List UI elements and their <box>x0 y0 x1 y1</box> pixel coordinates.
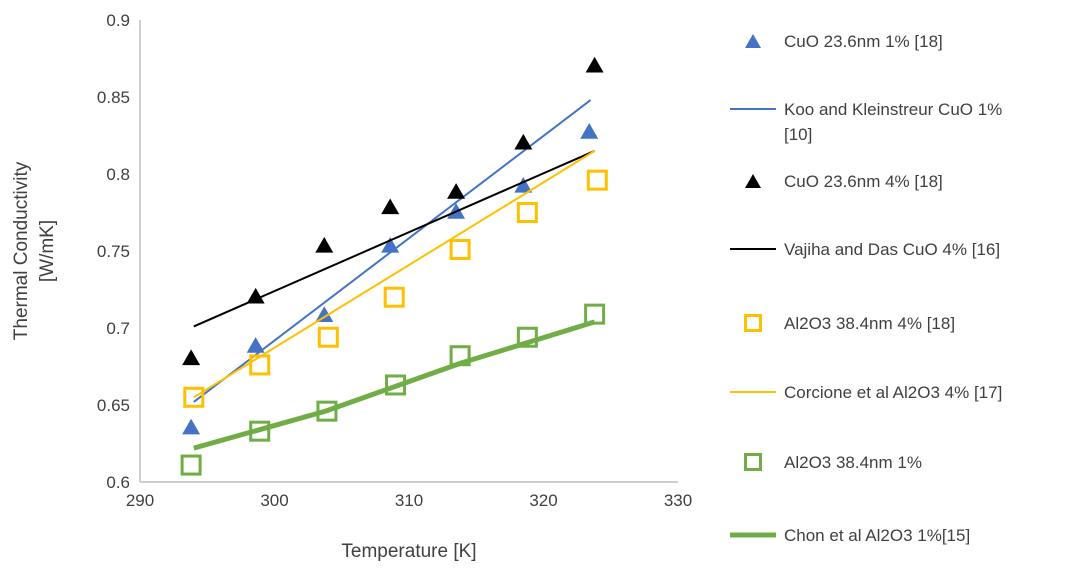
series-line <box>193 149 596 328</box>
legend-label: Al2O3 38.4nm 4% [18] <box>784 314 955 333</box>
legend-triangle-swatch <box>745 174 761 188</box>
data-point-triangle <box>381 198 400 215</box>
x-tick-label: 330 <box>664 491 692 510</box>
legend-label: [10] <box>784 125 812 144</box>
y-tick-label: 0.7 <box>106 319 130 338</box>
legend-item-6: Corcione et al Al2O3 4% [17] <box>730 383 1002 402</box>
data-point-square <box>383 286 405 308</box>
data-point-triangle <box>246 337 265 353</box>
series-3 <box>182 56 604 366</box>
x-tick-label: 310 <box>395 491 423 510</box>
y-axis-title-line-2: [W/mK] <box>37 220 58 282</box>
series-5 <box>183 169 608 408</box>
legend-item-7: Al2O3 38.4nm 1% <box>744 453 922 472</box>
data-point-square <box>183 386 205 408</box>
data-point-square <box>180 454 202 476</box>
y-axis-title-line-1: Thermal Conductivity <box>11 161 32 340</box>
y-tick-label: 0.9 <box>106 11 130 30</box>
x-tick-label: 300 <box>260 491 288 510</box>
y-axis-title: Thermal Conductivity [W/mK] <box>11 161 58 340</box>
y-tick-label: 0.75 <box>97 242 130 261</box>
data-point-triangle <box>315 306 334 322</box>
data-point-square <box>317 326 339 348</box>
legend-label: CuO 23.6nm 1% [18] <box>784 32 943 51</box>
series-line <box>193 99 592 403</box>
legend-square-swatch <box>744 453 762 471</box>
data-point-triangle <box>514 133 533 150</box>
legend-item-2: Koo and Kleinstreur CuO 1% [10] <box>730 100 1002 144</box>
data-point-square <box>516 202 538 223</box>
x-axis-title: Temperature [K] <box>341 541 476 562</box>
legend-item-4: Vajiha and Das CuO 4% [16] <box>730 240 1000 259</box>
series-4 <box>193 149 596 328</box>
y-tick-label: 0.65 <box>97 396 130 415</box>
legend-item-8: Chon et al Al2O3 1%[15] <box>730 526 970 545</box>
legend-label: Vajiha and Das CuO 4% [16] <box>784 240 1000 259</box>
x-tick-label: 320 <box>529 491 557 510</box>
legend: CuO 23.6nm 1% [18] Koo and Kleinstreur Cu… <box>730 32 1002 545</box>
series-8 <box>193 319 596 451</box>
legend-triangle-swatch <box>745 34 761 48</box>
series-6 <box>193 150 596 399</box>
x-tick-label: 290 <box>126 491 154 510</box>
data-point-square <box>586 169 608 191</box>
series-line <box>193 319 596 451</box>
data-point-triangle <box>580 123 599 139</box>
legend-label: Corcione et al Al2O3 4% [17] <box>784 383 1002 402</box>
axes <box>139 20 678 483</box>
data-point-square <box>249 354 271 376</box>
data-point-triangle <box>315 237 334 253</box>
data-point-triangle <box>514 176 533 193</box>
data-point-triangle <box>585 56 604 73</box>
data-point-triangle <box>246 287 265 304</box>
legend-item-5: Al2O3 38.4nm 4% [18] <box>744 314 955 333</box>
tick-labels: 290 300 310 320 330 0.6 0.65 0.7 0.75 0.8 0.85 0.9 <box>97 11 692 510</box>
plot-area <box>180 56 608 476</box>
y-tick-label: 0.6 <box>106 473 130 492</box>
legend-label: Koo and Kleinstreur CuO 1% <box>784 100 1002 119</box>
data-point-square <box>449 238 471 260</box>
data-point-triangle <box>447 183 466 199</box>
legend-item-1: CuO 23.6nm 1% [18] <box>745 32 943 51</box>
y-tick-label: 0.8 <box>106 165 130 184</box>
legend-label: Al2O3 38.4nm 1% <box>784 453 922 472</box>
y-tick-label: 0.85 <box>97 88 130 107</box>
data-point-triangle <box>182 418 201 435</box>
legend-label: CuO 23.6nm 4% [18] <box>784 172 943 191</box>
legend-item-3: CuO 23.6nm 4% [18] <box>745 172 943 191</box>
data-point-square <box>584 303 606 325</box>
legend-square-swatch <box>744 314 762 332</box>
series-line <box>193 150 596 399</box>
data-point-triangle <box>182 349 201 366</box>
series-2 <box>193 99 592 403</box>
legend-label: Chon et al Al2O3 1%[15] <box>784 526 970 545</box>
